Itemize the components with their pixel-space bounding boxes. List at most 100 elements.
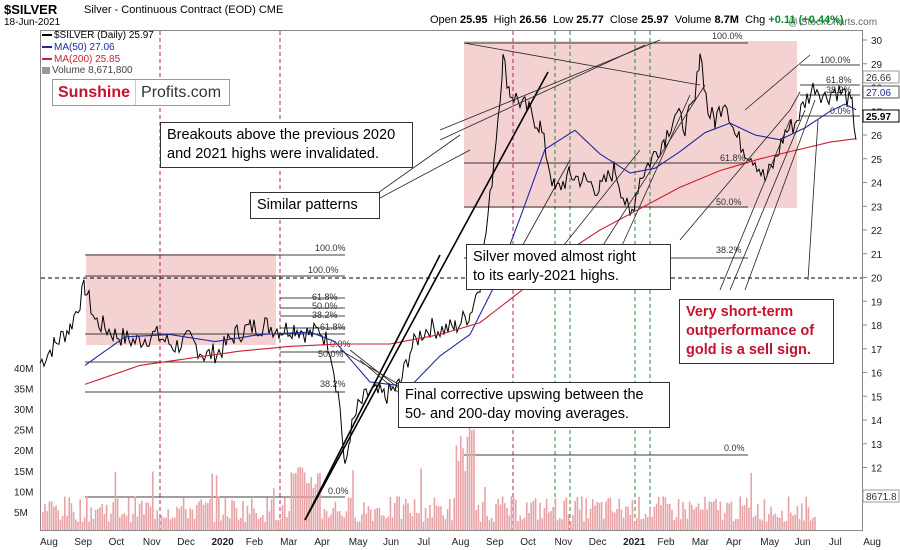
volume-bar bbox=[435, 505, 438, 530]
volume-bar bbox=[433, 497, 436, 530]
volume-bar bbox=[295, 473, 297, 530]
volume-bar bbox=[537, 519, 539, 530]
volume-bar bbox=[380, 515, 383, 530]
volume-bar bbox=[156, 510, 158, 530]
volume-tick-label: 40M bbox=[14, 364, 33, 375]
volume-bar bbox=[209, 499, 211, 530]
volume-bar bbox=[715, 498, 717, 530]
volume-bar bbox=[242, 500, 244, 530]
volume-bar bbox=[339, 511, 341, 530]
volume-bar bbox=[697, 503, 700, 530]
volume-bar bbox=[253, 508, 255, 530]
volume-bar bbox=[262, 515, 264, 530]
volume-bar bbox=[521, 519, 524, 530]
volume-bar bbox=[466, 436, 469, 530]
volume-bar bbox=[664, 497, 667, 530]
close-label: Close bbox=[609, 14, 639, 26]
x-tick-label: May bbox=[760, 537, 779, 548]
volume-bar bbox=[457, 460, 460, 530]
volume-bar bbox=[398, 496, 400, 530]
volume-bar bbox=[101, 504, 103, 530]
volume-bar bbox=[605, 501, 607, 530]
y-tick-label: 20 bbox=[871, 274, 883, 285]
volume-bar bbox=[92, 518, 95, 530]
volume-bar bbox=[574, 500, 576, 530]
volume-bar bbox=[724, 512, 726, 530]
volume-bar bbox=[119, 517, 121, 530]
callout-outperformance: Very short-term outperformance of gold i… bbox=[679, 299, 834, 364]
volume-bar bbox=[614, 512, 616, 530]
y-tick-label: 21 bbox=[871, 250, 883, 261]
volume-bar bbox=[246, 505, 249, 530]
y-axis-ticks: 12131415161718192021222324252627282930 bbox=[862, 36, 883, 475]
volume-bar bbox=[548, 512, 550, 530]
volume-bar bbox=[781, 510, 783, 530]
volume-bar bbox=[196, 505, 198, 530]
volume-bar bbox=[312, 487, 315, 530]
volume-bar bbox=[750, 472, 752, 530]
sunshine-profits-logo: Sunshine Profits.com bbox=[52, 79, 230, 106]
volume-bar bbox=[387, 516, 389, 530]
volume-bar bbox=[730, 501, 733, 530]
volume-bar bbox=[323, 508, 326, 530]
volume-bar bbox=[70, 503, 73, 530]
volume-bar bbox=[796, 506, 799, 530]
volume-bar bbox=[343, 517, 345, 530]
copyright: @ StockCharts.com bbox=[788, 17, 878, 28]
volume-bar bbox=[138, 503, 141, 530]
open-label: Open bbox=[430, 14, 457, 26]
volume-bar bbox=[532, 501, 535, 530]
volume-bar bbox=[673, 520, 675, 530]
high-value: 26.56 bbox=[519, 14, 547, 26]
volume-bar bbox=[807, 507, 810, 530]
volume-bar bbox=[607, 498, 609, 530]
volume-bar bbox=[77, 521, 79, 530]
fib-label: 100.0% bbox=[820, 55, 851, 65]
volume-bar bbox=[57, 510, 59, 530]
volume-bar bbox=[669, 503, 671, 530]
volume-bar bbox=[83, 517, 86, 530]
volume-bar bbox=[257, 518, 260, 530]
volume-bar bbox=[497, 499, 499, 530]
volume-bar bbox=[121, 514, 123, 530]
volume-bar bbox=[394, 503, 396, 530]
volume-bar bbox=[231, 500, 233, 530]
volume-bar bbox=[710, 501, 713, 530]
volume-bar bbox=[174, 517, 176, 530]
volume-bar bbox=[292, 474, 295, 530]
volume-bar bbox=[675, 517, 678, 530]
volume-bar bbox=[358, 521, 361, 530]
volume-tick-label: 10M bbox=[14, 487, 33, 498]
volume-bar bbox=[631, 500, 634, 530]
y-tick-label: 26 bbox=[871, 131, 883, 142]
volume-bar bbox=[90, 507, 92, 530]
volume-bar bbox=[259, 517, 262, 530]
description: Silver - Continuous Contract (EOD) bbox=[84, 4, 256, 16]
volume-bar bbox=[565, 497, 568, 530]
volume-bar bbox=[693, 509, 695, 530]
volume-bar bbox=[484, 487, 486, 530]
volume-bar bbox=[281, 505, 284, 530]
volume-bar bbox=[539, 502, 541, 530]
volume-bar bbox=[81, 521, 84, 530]
volume-bar bbox=[490, 518, 493, 530]
volume-bar bbox=[167, 509, 169, 530]
volume-bar bbox=[160, 515, 163, 530]
volume-bar bbox=[523, 517, 526, 530]
volume-bar bbox=[583, 521, 585, 530]
volume-bar bbox=[79, 499, 81, 530]
volume-bar bbox=[143, 514, 145, 530]
volume-bar bbox=[288, 511, 290, 530]
volume-bar bbox=[508, 515, 510, 530]
volume-bar bbox=[493, 521, 495, 530]
volume-bar bbox=[328, 517, 330, 530]
volume-bar bbox=[418, 513, 420, 530]
volume-bar bbox=[785, 521, 788, 530]
volume-bar bbox=[176, 506, 178, 530]
volume-bar bbox=[222, 514, 224, 530]
volume-bar bbox=[541, 518, 543, 530]
volume-bar bbox=[662, 496, 664, 530]
price-tag: 27.06 bbox=[866, 88, 891, 99]
volume-bar bbox=[510, 496, 513, 530]
